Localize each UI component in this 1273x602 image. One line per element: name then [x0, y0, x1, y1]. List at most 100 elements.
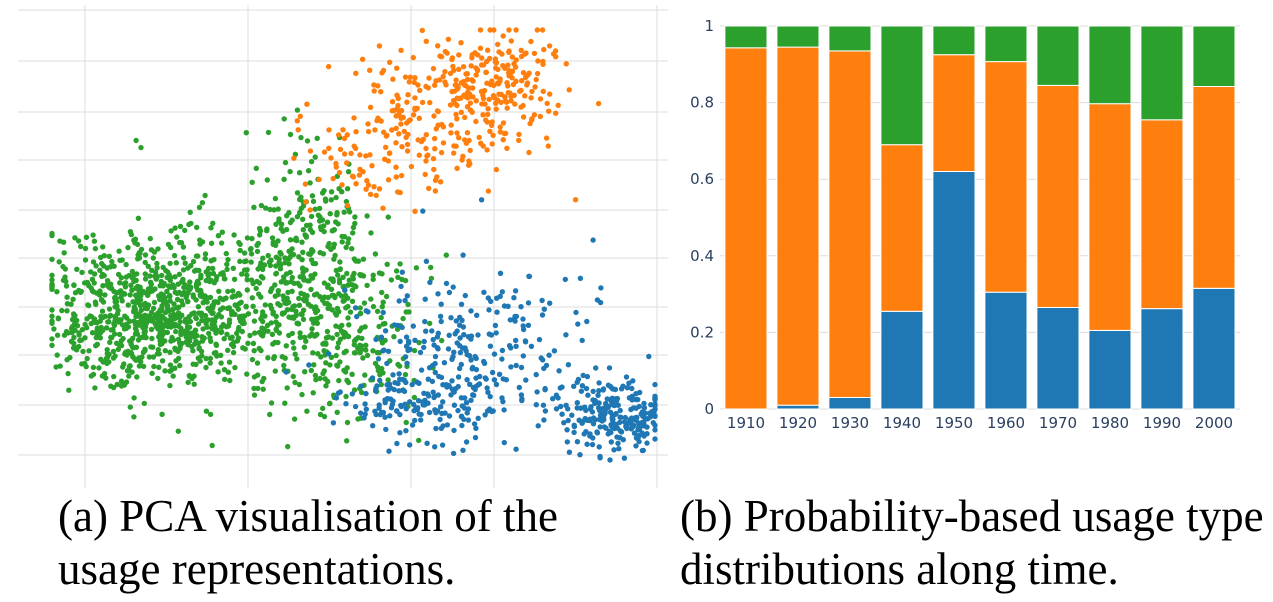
scatter-point — [299, 239, 305, 245]
scatter-point — [206, 330, 212, 337]
scatter-point — [296, 295, 302, 302]
scatter-point — [113, 299, 120, 305]
scatter-point — [602, 410, 608, 416]
scatter-point — [131, 414, 137, 420]
scatter-point — [147, 285, 154, 291]
scatter-point — [584, 318, 590, 325]
scatter-point — [260, 309, 266, 315]
scatter-point — [349, 298, 356, 304]
scatter-point — [444, 422, 451, 428]
scatter-point — [227, 377, 233, 384]
scatter-point — [344, 202, 351, 209]
scatter-point — [398, 121, 404, 127]
scatter-point — [187, 332, 193, 339]
scatter-point — [202, 256, 208, 262]
scatter-point — [138, 144, 144, 151]
scatter-point — [393, 140, 399, 146]
scatter-point — [142, 346, 148, 352]
scatter-point — [639, 419, 645, 426]
scatter-point — [428, 264, 434, 271]
scatter-point — [435, 291, 441, 297]
scatter-point — [97, 254, 104, 261]
scatter-point — [472, 50, 478, 56]
scatter-point — [433, 126, 439, 132]
scatter-point — [429, 378, 436, 385]
scatter-point — [165, 269, 171, 275]
scatter-point — [363, 308, 369, 314]
scatter-point — [529, 116, 535, 122]
scatter-point — [455, 84, 461, 90]
bar-segment — [984, 291, 1028, 410]
scatter-point — [159, 305, 165, 312]
scatter-point — [397, 338, 403, 345]
scatter-point — [165, 241, 172, 248]
scatter-point — [574, 400, 580, 406]
scatter-point — [593, 365, 599, 371]
scatter-point — [438, 318, 444, 325]
scatter-point — [243, 303, 249, 309]
scatter-point — [108, 383, 114, 389]
scatter-point — [158, 315, 164, 322]
scatter-point — [325, 63, 332, 70]
scatter-point — [168, 274, 174, 281]
scatter-point — [116, 248, 122, 254]
scatter-point — [639, 447, 646, 454]
scatter-point — [584, 441, 590, 447]
scatter-point — [520, 326, 527, 333]
scatter-point — [438, 149, 445, 156]
scatter-point — [100, 244, 106, 250]
scatter-point — [461, 405, 468, 411]
scatter-point — [335, 390, 342, 396]
scatter-point — [365, 121, 371, 127]
bar-segment — [1036, 25, 1080, 86]
scatter-point — [244, 287, 250, 293]
scatter-point — [207, 294, 214, 301]
scatter-point — [253, 285, 259, 292]
scatter-point — [407, 442, 413, 448]
scatter-point — [357, 305, 363, 311]
scatter-point — [620, 437, 626, 443]
scatter-point — [440, 399, 446, 405]
scatter-point — [291, 155, 297, 161]
scatter-point — [317, 224, 324, 230]
scatter-point — [221, 367, 228, 373]
scatter-point — [468, 94, 474, 100]
scatter-point — [587, 417, 593, 424]
scatter-point — [103, 375, 109, 381]
scatter-point — [382, 156, 388, 162]
y-tick-label: 0.6 — [690, 170, 714, 188]
scatter-point — [304, 293, 310, 299]
scatter-point — [213, 277, 219, 283]
scatter-point — [490, 408, 496, 414]
scatter-point — [245, 340, 251, 346]
scatter-point — [508, 38, 514, 44]
scatter-point — [413, 265, 420, 271]
scatter-point — [303, 338, 309, 344]
scatter-point — [355, 416, 361, 422]
scatter-point — [379, 340, 386, 346]
scatter-point — [251, 392, 258, 398]
scatter-point — [351, 115, 357, 121]
scatter-point — [49, 307, 55, 313]
scatter-point — [150, 305, 157, 312]
scatter-point — [518, 304, 524, 310]
scatter-point — [63, 278, 69, 285]
scatter-point — [148, 309, 155, 316]
scatter-point — [207, 355, 214, 362]
scatter-point — [99, 273, 105, 279]
bar-segment — [828, 25, 872, 52]
bar-segment — [880, 310, 924, 410]
scatter-point — [404, 120, 410, 126]
scatter-point — [433, 410, 439, 416]
scatter-point — [314, 135, 320, 141]
scatter-point — [49, 230, 55, 237]
x-tick-label: 1940 — [883, 414, 921, 432]
scatter-point — [195, 304, 202, 310]
scatter-point — [533, 371, 539, 378]
scatter-point — [295, 320, 301, 326]
scatter-point — [534, 27, 540, 33]
pca-scatter-chart — [0, 0, 700, 490]
scatter-point — [543, 362, 550, 369]
scatter-point — [175, 336, 182, 342]
scatter-point — [207, 360, 213, 366]
